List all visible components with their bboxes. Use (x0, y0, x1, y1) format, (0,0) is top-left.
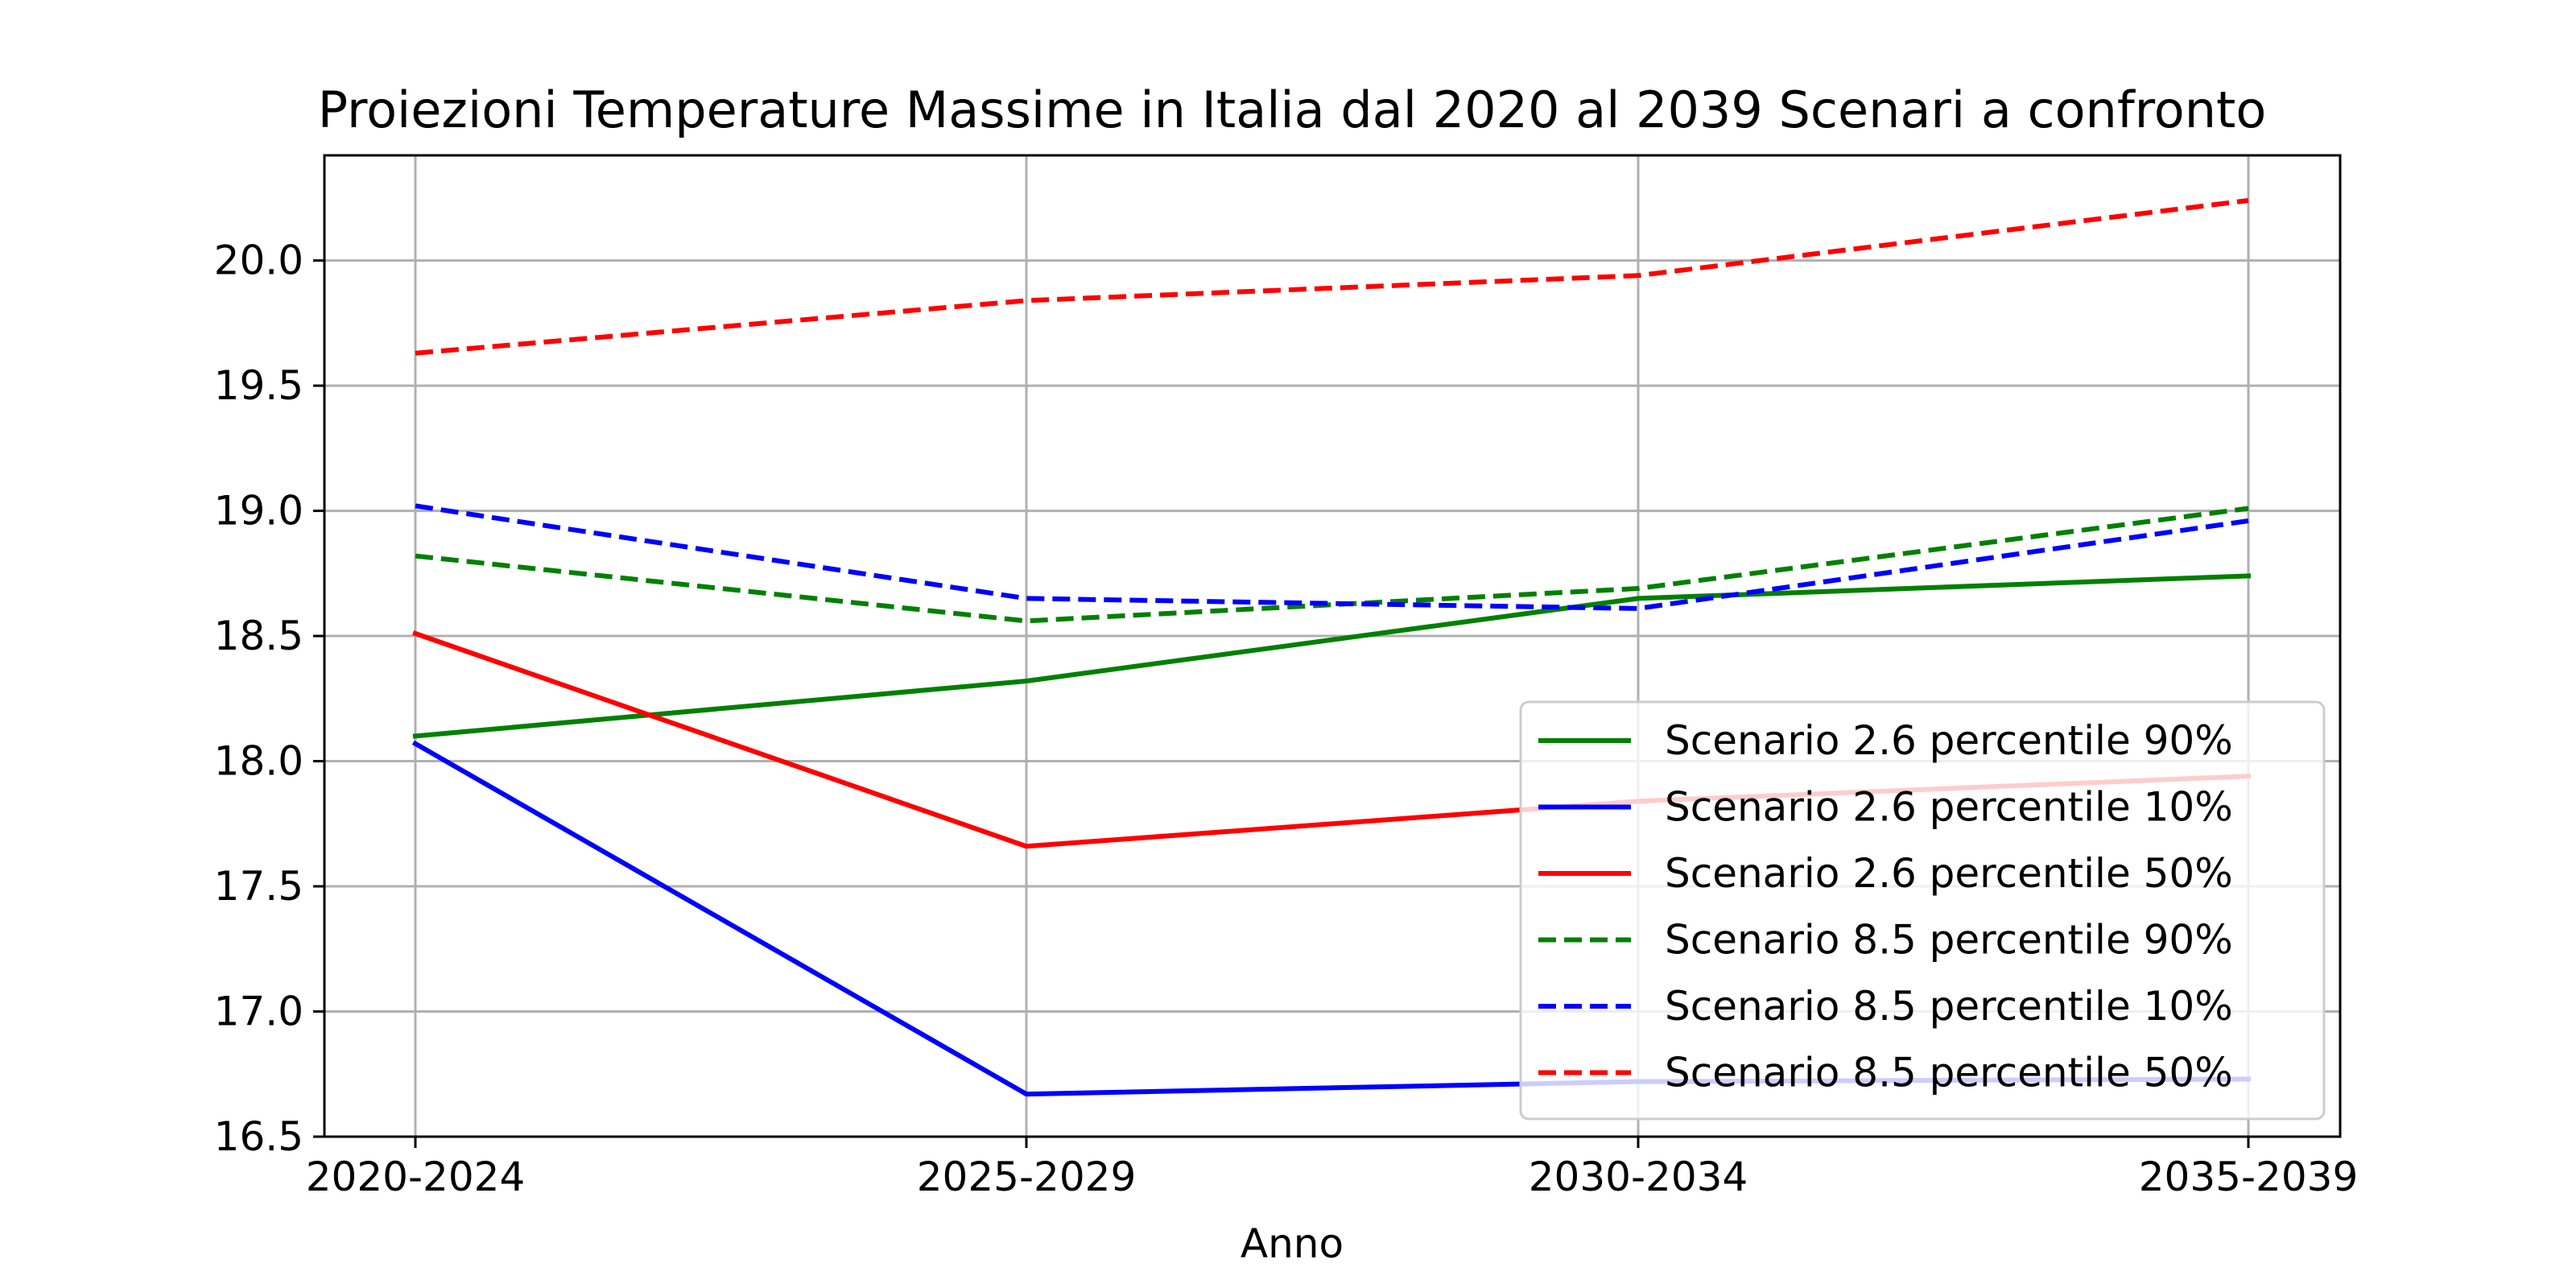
axis-ticks: 2020-2024 2025-2029 2030-2034 2035-2039 16.5… (214, 237, 2359, 1200)
legend-label-2: Scenario 2.6 percentile 50% (1665, 850, 2233, 897)
legend-label-0: Scenario 2.6 percentile 90% (1665, 717, 2233, 764)
x-axis-label: Anno (1241, 1220, 1344, 1267)
chart-title: Proiezioni Temperature Massime in Italia… (318, 80, 2267, 139)
legend-label-3: Scenario 8.5 percentile 90% (1665, 917, 2233, 964)
legend-label-5: Scenario 8.5 percentile 50% (1665, 1050, 2233, 1096)
legend-label-4: Scenario 8.5 percentile 10% (1665, 983, 2233, 1030)
y-tick-label: 17.5 (214, 863, 303, 910)
x-tick-label: 2035-2039 (2139, 1154, 2359, 1200)
y-tick-label: 16.5 (214, 1113, 303, 1160)
y-tick-label: 17.0 (214, 989, 303, 1035)
legend-box (1519, 700, 2326, 1121)
x-tick-label: 2025-2029 (917, 1154, 1137, 1200)
x-tick-label: 2030-2034 (1529, 1154, 1748, 1200)
series-line-0 (412, 573, 2252, 739)
plot-frame (323, 154, 2342, 1138)
series-line-3 (415, 506, 2249, 624)
legend-label-1: Scenario 2.6 percentile 10% (1665, 784, 2233, 831)
x-tick-label: 2020-2024 (306, 1154, 526, 1200)
y-tick-label: 18.5 (214, 613, 303, 659)
y-tick-label: 19.5 (214, 362, 303, 409)
y-tick-label: 18.0 (214, 738, 303, 785)
series-line-5 (415, 198, 2249, 356)
legend: Scenario 2.6 percentile 90% Scenario 2.6 … (1519, 700, 2326, 1121)
y-tick-label: 20.0 (214, 237, 303, 284)
y-tick-label: 19.0 (214, 488, 303, 535)
